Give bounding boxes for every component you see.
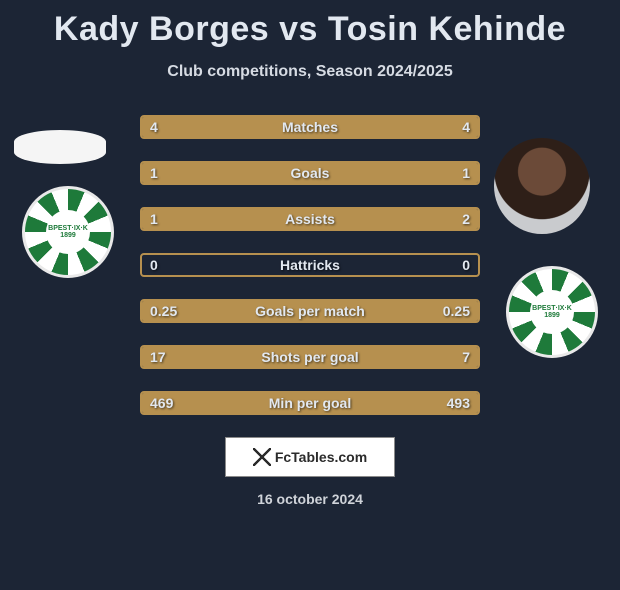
stat-value-left: 4 bbox=[150, 119, 158, 135]
stat-bar-left bbox=[142, 209, 254, 229]
stat-bar-left bbox=[142, 163, 310, 183]
stat-value-left: 1 bbox=[150, 211, 158, 227]
club-crest-right-text: BPEST·IX·K 1899 bbox=[530, 290, 574, 334]
stat-value-left: 1 bbox=[150, 165, 158, 181]
stat-label: Matches bbox=[282, 119, 338, 135]
club-crest-left-text: BPEST·IX·K 1899 bbox=[46, 210, 90, 254]
stat-value-right: 2 bbox=[462, 211, 470, 227]
stat-label: Assists bbox=[285, 211, 335, 227]
footer-logo-text: FcTables.com bbox=[275, 449, 367, 465]
stat-value-right: 4 bbox=[462, 119, 470, 135]
stat-label: Hattricks bbox=[280, 257, 340, 273]
stat-value-right: 0.25 bbox=[443, 303, 470, 319]
stat-row: 0 Hattricks 0 bbox=[140, 253, 480, 277]
stat-row: 4 Matches 4 bbox=[140, 115, 480, 139]
footer-date: 16 october 2024 bbox=[0, 491, 620, 507]
stat-value-right: 7 bbox=[462, 349, 470, 365]
page-title: Kady Borges vs Tosin Kehinde bbox=[0, 10, 620, 49]
stat-label: Goals bbox=[291, 165, 330, 181]
stat-row: 1 Assists 2 bbox=[140, 207, 480, 231]
stat-row: 1 Goals 1 bbox=[140, 161, 480, 185]
club-crest-left: BPEST·IX·K 1899 bbox=[22, 186, 114, 278]
footer-logo: FcTables.com bbox=[225, 437, 395, 477]
stat-value-left: 0 bbox=[150, 257, 158, 273]
footer-logo-icon bbox=[253, 448, 271, 466]
stat-value-left: 469 bbox=[150, 395, 173, 411]
player-left-avatar bbox=[14, 130, 106, 164]
stat-bar-right bbox=[310, 163, 478, 183]
stat-label: Shots per goal bbox=[261, 349, 358, 365]
stat-row: 17 Shots per goal 7 bbox=[140, 345, 480, 369]
stat-value-right: 1 bbox=[462, 165, 470, 181]
stats-container: 4 Matches 4 1 Goals 1 1 Assists 2 0 Hattricks 0 0.25… bbox=[140, 115, 480, 415]
stat-label: Min per goal bbox=[269, 395, 351, 411]
stat-value-left: 0.25 bbox=[150, 303, 177, 319]
stat-value-left: 17 bbox=[150, 349, 166, 365]
club-crest-right: BPEST·IX·K 1899 bbox=[506, 266, 598, 358]
player-right-avatar bbox=[494, 138, 590, 234]
stat-row: 469 Min per goal 493 bbox=[140, 391, 480, 415]
page-subtitle: Club competitions, Season 2024/2025 bbox=[0, 63, 620, 81]
stat-label: Goals per match bbox=[255, 303, 365, 319]
stat-value-right: 493 bbox=[447, 395, 470, 411]
stat-row: 0.25 Goals per match 0.25 bbox=[140, 299, 480, 323]
stat-value-right: 0 bbox=[462, 257, 470, 273]
